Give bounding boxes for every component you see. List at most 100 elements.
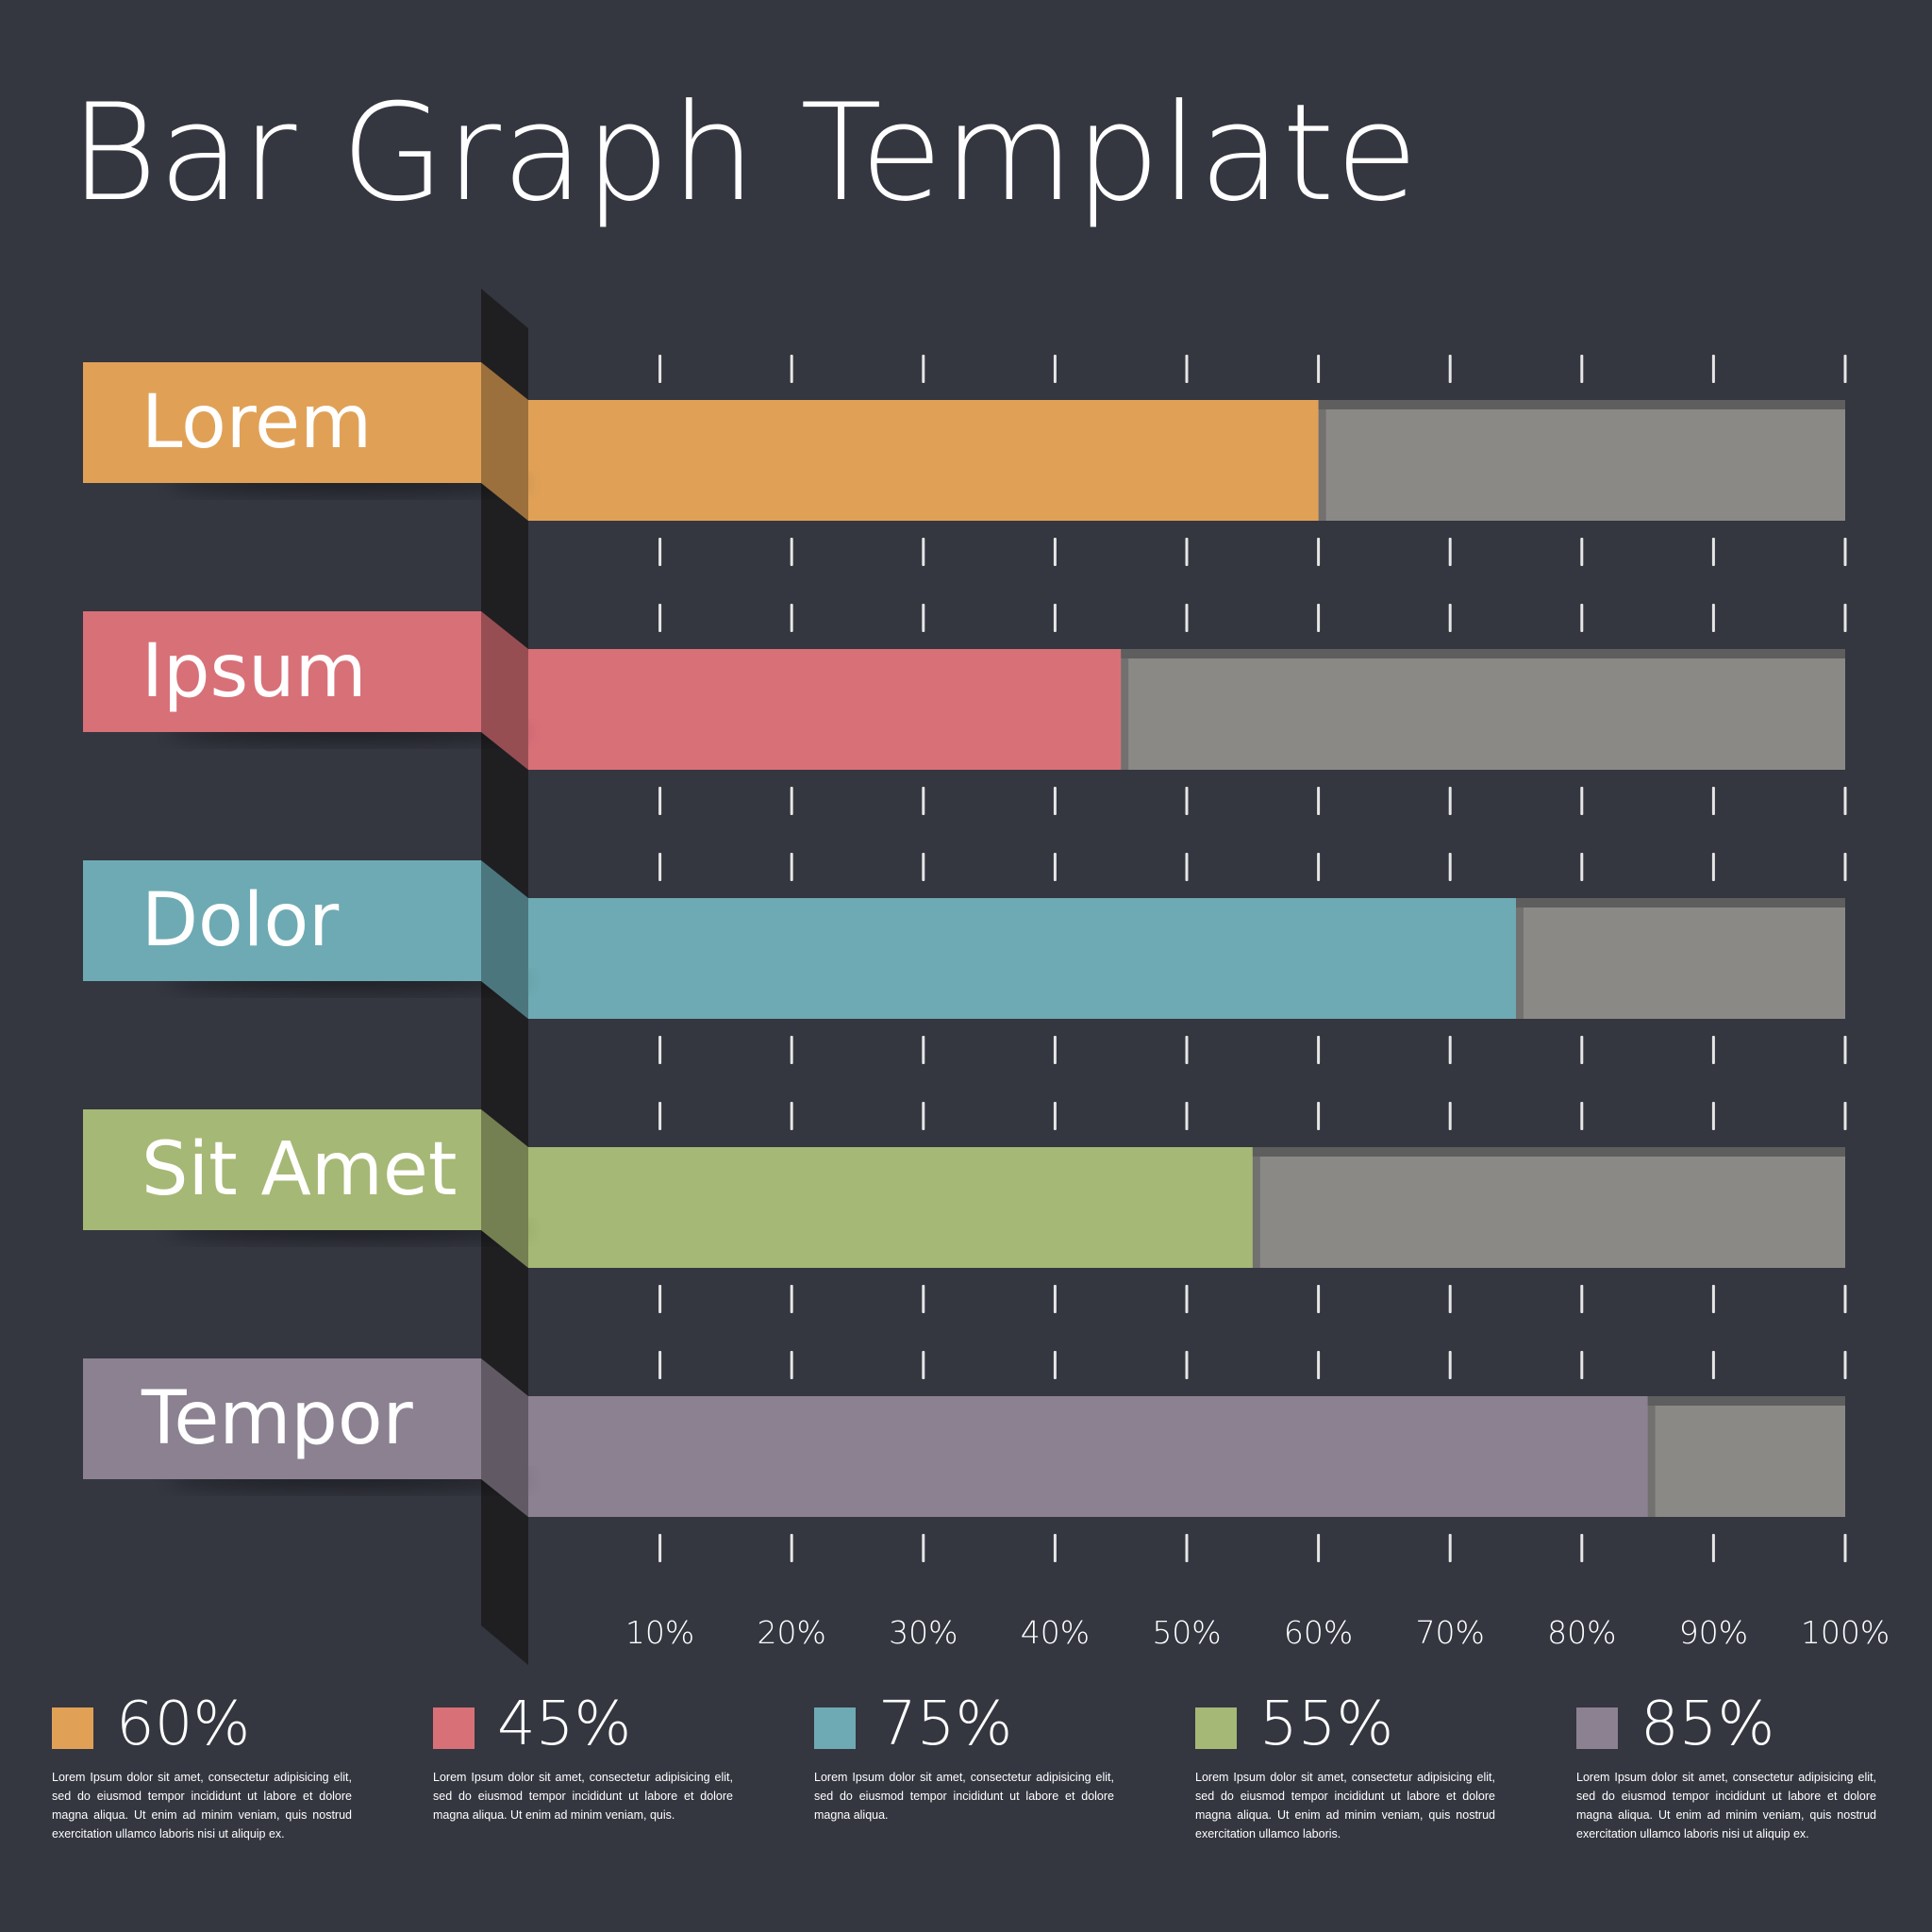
tick-mark bbox=[1711, 355, 1715, 383]
label-fold-shade bbox=[481, 362, 528, 521]
x-tick-label: 40% bbox=[1021, 1614, 1090, 1651]
tick-mark bbox=[790, 604, 793, 632]
bar bbox=[528, 898, 1516, 1019]
label-ribbon bbox=[83, 1109, 481, 1230]
tick-mark bbox=[922, 604, 925, 632]
legend-value: 60% bbox=[116, 1690, 251, 1759]
tick-mark bbox=[1448, 538, 1452, 566]
tick-mark bbox=[790, 1036, 793, 1064]
label-fold-shade bbox=[481, 1358, 528, 1517]
tick-mark bbox=[1053, 1036, 1057, 1064]
tick-mark bbox=[1580, 355, 1584, 383]
tick-mark bbox=[1448, 355, 1452, 383]
bar-end-shadow bbox=[1516, 908, 1524, 1019]
category-label: Tempor bbox=[141, 1376, 414, 1461]
tick-mark bbox=[922, 1102, 925, 1130]
legend-value: 45% bbox=[497, 1690, 632, 1759]
bar-end-shadow bbox=[1121, 658, 1129, 770]
category-label: Lorem bbox=[142, 380, 372, 465]
tick-mark bbox=[658, 1102, 662, 1130]
legend-value: 75% bbox=[878, 1690, 1013, 1759]
tick-mark bbox=[1711, 1351, 1715, 1379]
tick-mark bbox=[1843, 853, 1847, 881]
tick-mark bbox=[1580, 853, 1584, 881]
label-ribbon bbox=[83, 1358, 481, 1479]
tick-mark bbox=[658, 853, 662, 881]
tick-mark bbox=[1448, 604, 1452, 632]
x-tick-label: 60% bbox=[1284, 1614, 1353, 1651]
bar-end-shadow bbox=[1647, 1406, 1656, 1517]
tick-mark bbox=[1843, 355, 1847, 383]
tick-mark bbox=[1053, 1351, 1057, 1379]
tick-mark bbox=[1317, 604, 1321, 632]
tick-mark bbox=[1843, 1036, 1847, 1064]
label-fold bbox=[481, 611, 528, 770]
tick-mark bbox=[1317, 1351, 1321, 1379]
tick-mark bbox=[1317, 787, 1321, 815]
tick-mark bbox=[922, 1534, 925, 1562]
tick-mark bbox=[1711, 538, 1715, 566]
bar bbox=[528, 1147, 1253, 1268]
tick-mark bbox=[1053, 538, 1057, 566]
tick-mark bbox=[658, 355, 662, 383]
tick-mark bbox=[1711, 787, 1715, 815]
tick-mark bbox=[658, 604, 662, 632]
tick-mark bbox=[1317, 355, 1321, 383]
tick-mark bbox=[658, 1351, 662, 1379]
tick-mark bbox=[1580, 1285, 1584, 1313]
tick-mark bbox=[790, 1351, 793, 1379]
tick-mark bbox=[1185, 604, 1189, 632]
tick-mark bbox=[1843, 1285, 1847, 1313]
legend-value: 85% bbox=[1641, 1690, 1775, 1759]
tick-mark bbox=[1317, 1102, 1321, 1130]
tick-mark bbox=[1185, 787, 1189, 815]
tick-mark bbox=[1843, 1351, 1847, 1379]
tick-mark bbox=[1317, 853, 1321, 881]
tick-mark bbox=[1317, 1285, 1321, 1313]
bar bbox=[528, 1396, 1648, 1517]
x-tick-label: 50% bbox=[1152, 1614, 1221, 1651]
tick-mark bbox=[1053, 1285, 1057, 1313]
tick-mark bbox=[1843, 1534, 1847, 1562]
label-ribbon bbox=[83, 611, 481, 732]
tick-mark bbox=[1580, 1534, 1584, 1562]
category-label: Ipsum bbox=[142, 629, 367, 714]
tick-mark bbox=[922, 355, 925, 383]
label-fold-shade bbox=[481, 1109, 528, 1268]
legend-description: Lorem Ipsum dolor sit amet, consectetur … bbox=[1576, 1771, 1876, 1840]
tick-mark bbox=[1053, 355, 1057, 383]
tick-mark bbox=[1185, 1102, 1189, 1130]
tick-mark bbox=[1448, 1285, 1452, 1313]
tick-mark bbox=[922, 787, 925, 815]
legend-description: Lorem Ipsum dolor sit amet, consectetur … bbox=[433, 1771, 733, 1822]
category-label: Sit Amet bbox=[142, 1127, 457, 1212]
tick-mark bbox=[658, 538, 662, 566]
label-fold bbox=[481, 860, 528, 1019]
tick-mark bbox=[1053, 1102, 1057, 1130]
tick-mark bbox=[922, 853, 925, 881]
tick-mark bbox=[790, 355, 793, 383]
label-ribbon bbox=[83, 362, 481, 483]
legend-swatch bbox=[1195, 1707, 1237, 1749]
legend-description: Lorem Ipsum dolor sit amet, consectetur … bbox=[1195, 1771, 1495, 1840]
tick-mark bbox=[1053, 787, 1057, 815]
tick-mark bbox=[1580, 538, 1584, 566]
bar bbox=[528, 649, 1122, 770]
label-fold bbox=[481, 1109, 528, 1268]
tick-mark bbox=[1711, 1285, 1715, 1313]
tick-mark bbox=[790, 787, 793, 815]
tick-mark bbox=[1317, 1036, 1321, 1064]
tick-mark bbox=[922, 538, 925, 566]
tick-mark bbox=[1448, 1534, 1452, 1562]
tick-mark bbox=[1580, 604, 1584, 632]
tick-mark bbox=[1185, 1036, 1189, 1064]
tick-mark bbox=[1711, 604, 1715, 632]
tick-mark bbox=[1448, 853, 1452, 881]
legend-description: Lorem Ipsum dolor sit amet, consectetur … bbox=[814, 1771, 1114, 1822]
tick-mark bbox=[658, 1036, 662, 1064]
x-tick-label: 100% bbox=[1801, 1614, 1890, 1651]
tick-mark bbox=[790, 1534, 793, 1562]
tick-mark bbox=[922, 1285, 925, 1313]
tick-mark bbox=[1448, 1102, 1452, 1130]
